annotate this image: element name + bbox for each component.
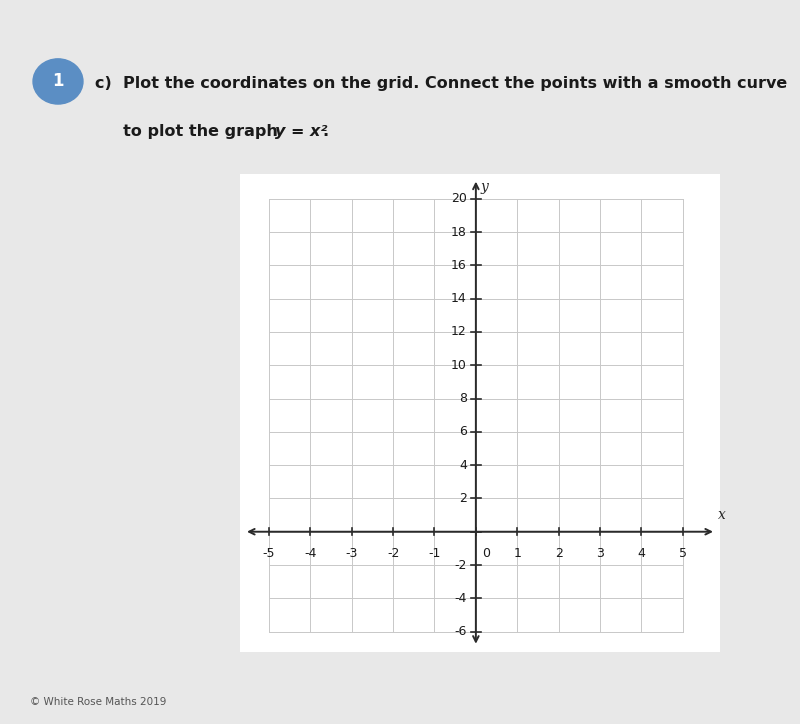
Circle shape — [33, 59, 83, 104]
Text: 10: 10 — [451, 358, 466, 371]
Text: -2: -2 — [454, 558, 466, 571]
Text: -4: -4 — [454, 592, 466, 605]
Text: 6: 6 — [459, 425, 466, 438]
Text: 5: 5 — [678, 547, 686, 560]
Text: 4: 4 — [638, 547, 646, 560]
Text: 0: 0 — [482, 547, 490, 560]
Text: 1: 1 — [514, 547, 521, 560]
Text: 4: 4 — [459, 458, 466, 471]
Text: 1: 1 — [52, 72, 64, 90]
Text: -4: -4 — [304, 547, 317, 560]
Text: 20: 20 — [451, 193, 466, 205]
Text: -2: -2 — [387, 547, 399, 560]
Text: 12: 12 — [451, 325, 466, 338]
Text: c)  Plot the coordinates on the grid. Connect the points with a smooth curve: c) Plot the coordinates on the grid. Con… — [95, 76, 788, 91]
Text: 2: 2 — [554, 547, 562, 560]
Text: 2: 2 — [459, 492, 466, 505]
Text: to plot the graph: to plot the graph — [95, 124, 284, 139]
Text: -3: -3 — [346, 547, 358, 560]
Text: 8: 8 — [458, 392, 466, 405]
Text: 3: 3 — [596, 547, 604, 560]
Text: 16: 16 — [451, 259, 466, 272]
Text: -1: -1 — [428, 547, 441, 560]
Text: y = x²: y = x² — [275, 124, 327, 139]
Text: -5: -5 — [262, 547, 275, 560]
Text: .: . — [322, 124, 329, 139]
Text: © White Rose Maths 2019: © White Rose Maths 2019 — [30, 697, 166, 707]
Text: 18: 18 — [451, 226, 466, 238]
Text: 14: 14 — [451, 292, 466, 305]
Text: -6: -6 — [454, 625, 466, 638]
Text: y: y — [481, 180, 489, 195]
Text: x: x — [718, 508, 726, 522]
